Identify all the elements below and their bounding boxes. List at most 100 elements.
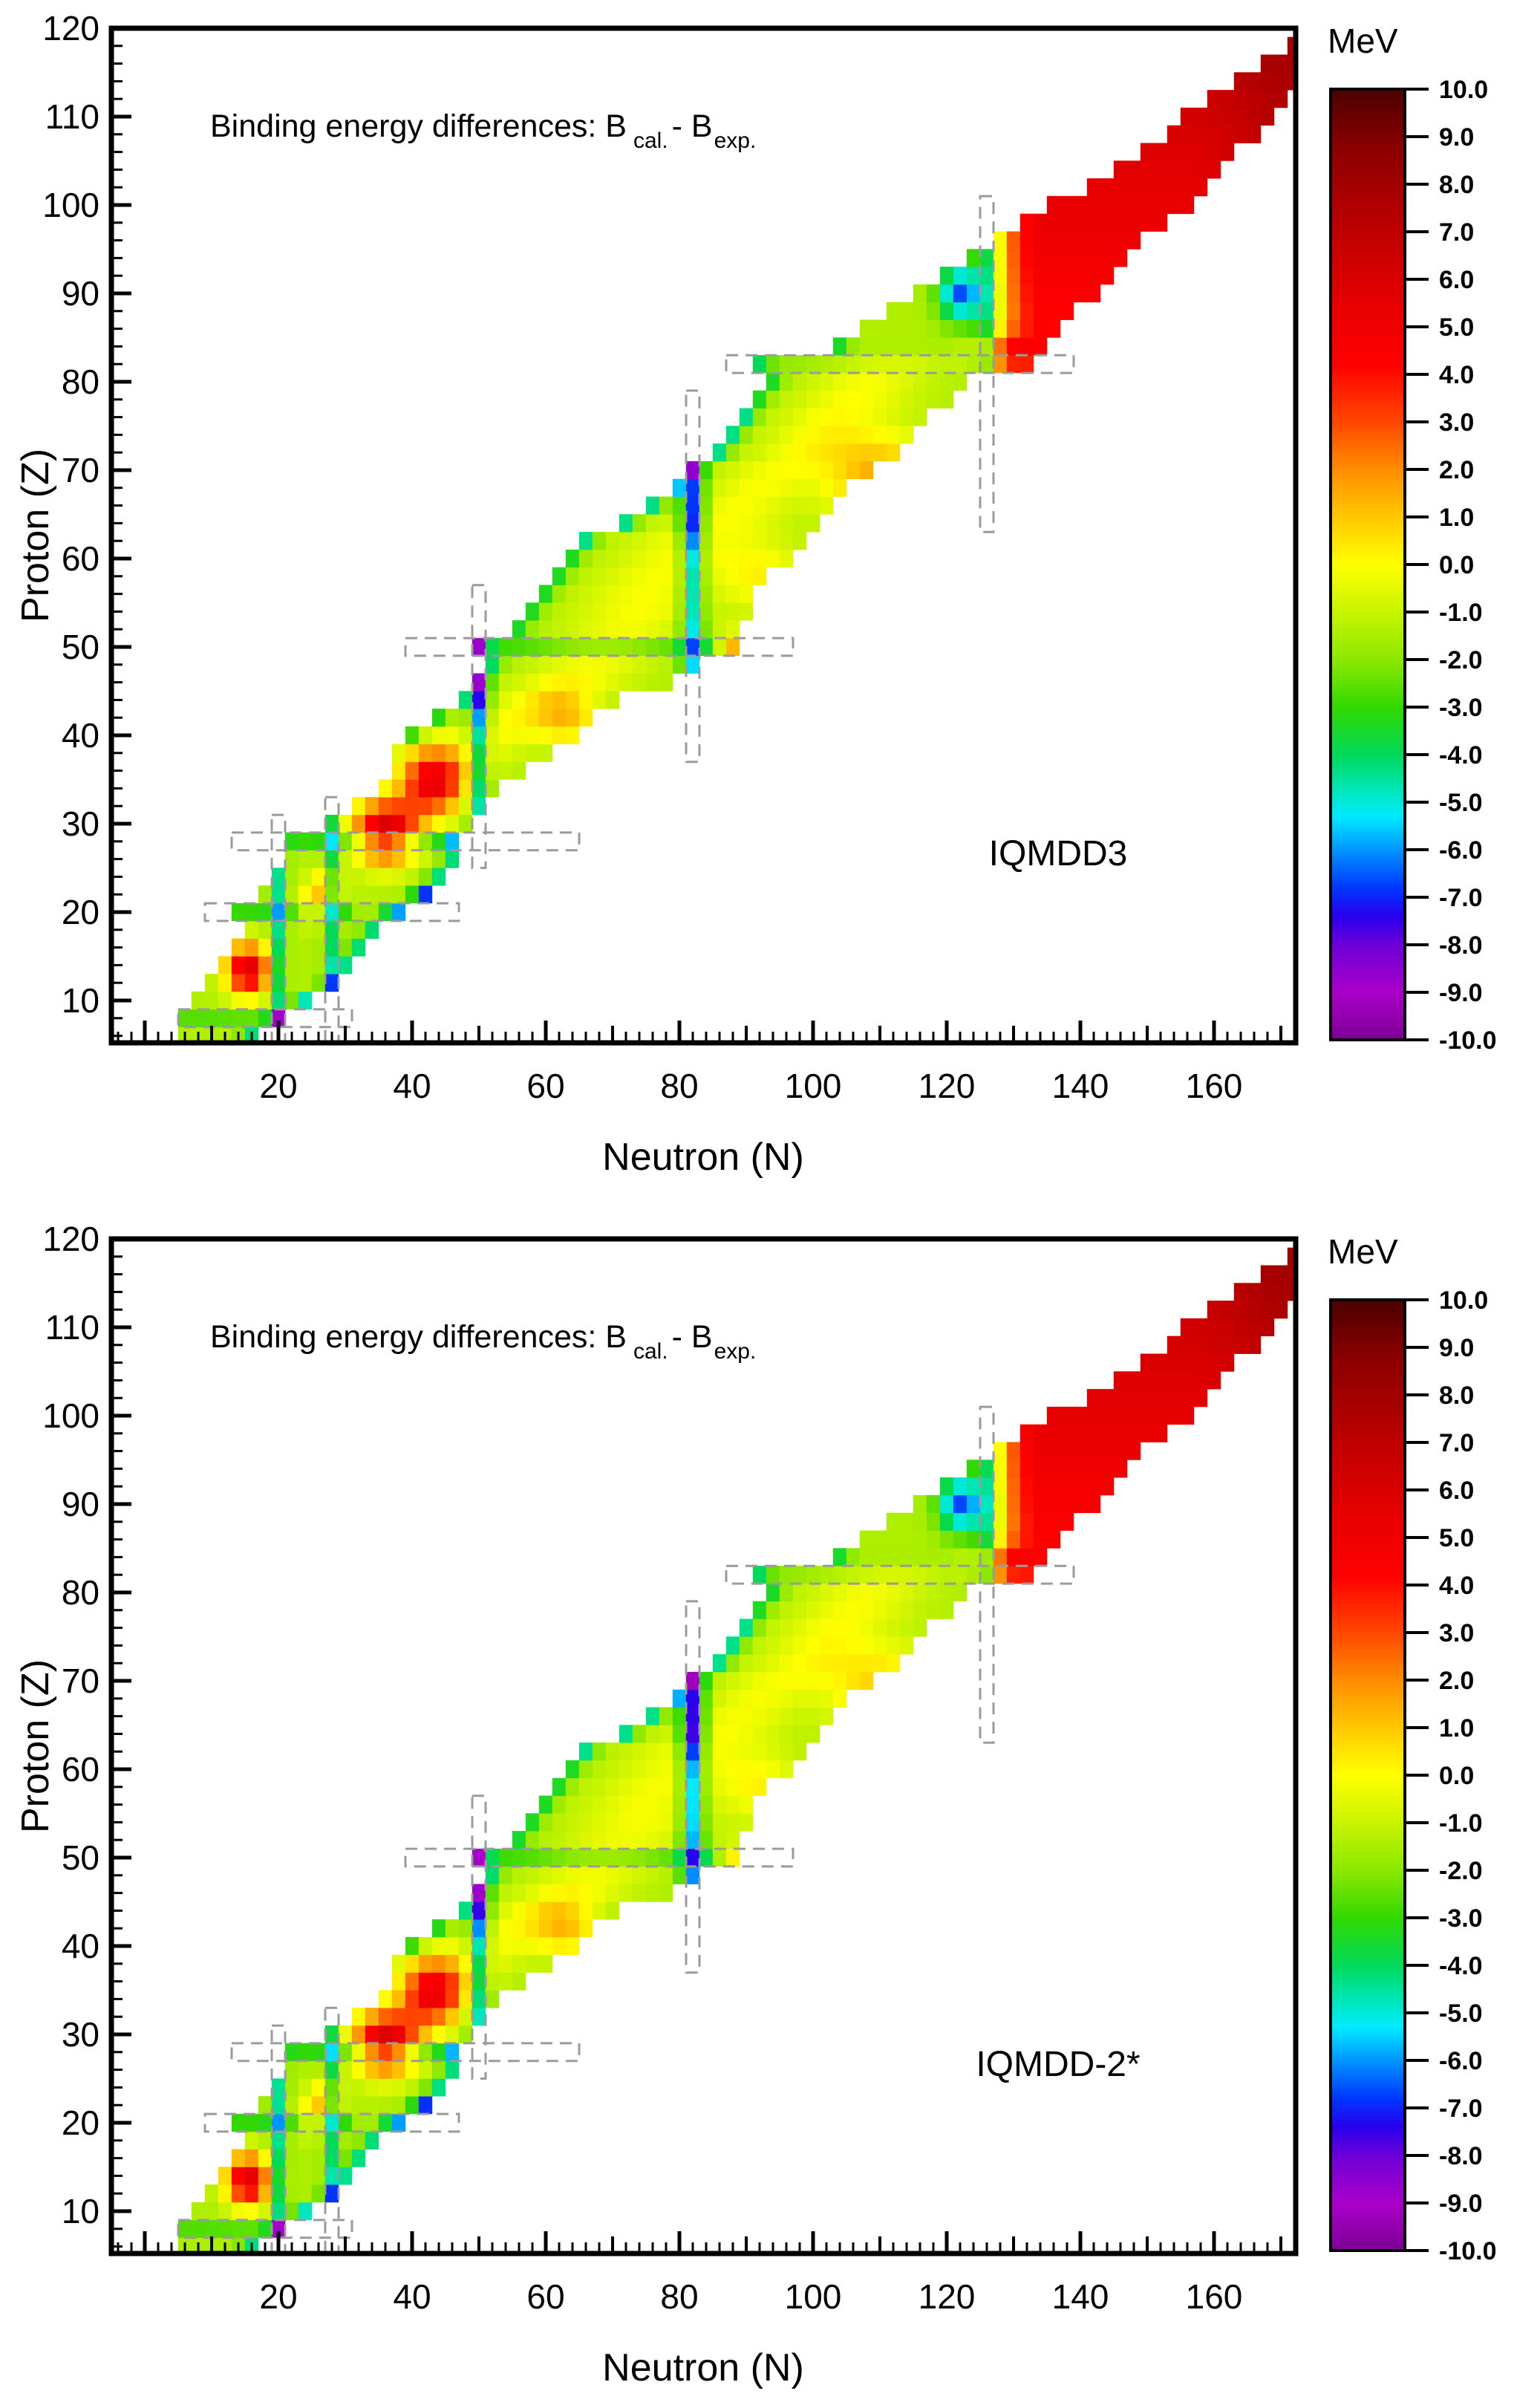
svg-text:-3.0: -3.0 [1439,1904,1483,1933]
svg-text:50: 50 [62,628,99,666]
figure-title-prefix: Binding energy differences: B [210,108,627,144]
svg-text:8.0: 8.0 [1439,171,1474,199]
magic-number-boxes [177,1405,1075,2254]
svg-text:-1.0: -1.0 [1439,1809,1483,1838]
panel-label-iqmdd3: IQMDD3 [988,834,1128,873]
figure-title-sub-cal: cal. [633,128,668,153]
svg-text:1.0: 1.0 [1439,1714,1474,1742]
svg-text:80: 80 [660,1067,698,1105]
svg-text:-8.0: -8.0 [1439,2142,1483,2170]
svg-text:8.0: 8.0 [1439,1382,1474,1410]
svg-text:40: 40 [393,1067,431,1105]
svg-text:160: 160 [1186,1067,1243,1105]
svg-text:90: 90 [62,274,99,313]
svg-text:-5.0: -5.0 [1439,789,1483,817]
svg-text:6.0: 6.0 [1439,1477,1474,1505]
svg-text:30: 30 [62,2015,99,2054]
axis-ticks [114,45,1282,1041]
svg-text:-6.0: -6.0 [1439,836,1483,865]
svg-text:80: 80 [660,2277,698,2316]
svg-text:120: 120 [919,1067,976,1105]
panel-0: 20 40 60 80 100 120 140 160 10 20 30 40 50 60 70 80 90 10… [42,9,1496,1105]
svg-text:110: 110 [45,1308,99,1347]
svg-text:-7.0: -7.0 [1439,884,1483,912]
svg-text:0.0: 0.0 [1439,1762,1474,1790]
svg-text:0.0: 0.0 [1439,551,1474,579]
svg-text:-2.0: -2.0 [1439,646,1483,674]
axis-tick-labels: 20 40 60 80 100 120 140 160 10 20 30 40 50 60 70 80 90 10… [42,9,1242,1105]
svg-text:-4.0: -4.0 [1439,741,1483,769]
svg-text:100: 100 [785,2277,842,2316]
svg-text:80: 80 [62,1573,99,1612]
svg-text:110: 110 [45,97,99,136]
x-axis-title-top: Neutron (N) [602,1136,804,1179]
svg-text:7.0: 7.0 [1439,218,1474,247]
svg-text:4.0: 4.0 [1439,361,1474,389]
svg-text:60: 60 [526,1067,564,1105]
svg-text:120: 120 [919,2277,976,2316]
svg-text:9.0: 9.0 [1439,1334,1474,1362]
colorbar-title-bottom: MeV [1328,1232,1398,1271]
svg-text:-10.0: -10.0 [1439,1026,1497,1055]
svg-text:120: 120 [42,1220,99,1258]
svg-text:2.0: 2.0 [1439,1667,1474,1695]
plot-frame [108,25,1299,1046]
svg-text:100: 100 [785,1067,842,1105]
svg-text:70: 70 [62,451,99,489]
magic-number-boxes [177,195,1075,1043]
svg-text:20: 20 [259,2277,297,2316]
svg-text:10: 10 [62,981,99,1020]
svg-text:60: 60 [526,2277,564,2316]
svg-text:120: 120 [42,9,99,48]
svg-text:10.0: 10.0 [1439,1286,1488,1315]
svg-text:140: 140 [1052,2277,1109,2316]
svg-text:40: 40 [62,716,99,755]
svg-text:-5.0: -5.0 [1439,1999,1483,2028]
svg-text:160: 160 [1186,2277,1243,2316]
svg-text:80: 80 [62,362,99,401]
svg-text:30: 30 [62,804,99,843]
figure-title-sub-exp-2: exp. [714,1339,757,1364]
svg-text:70: 70 [62,1662,99,1700]
svg-text:1.0: 1.0 [1439,504,1474,532]
svg-text:90: 90 [62,1485,99,1523]
x-axis-title-bottom: Neutron (N) [602,2346,804,2389]
svg-text:20: 20 [62,893,99,931]
cells-layer [177,1247,1295,2256]
svg-text:7.0: 7.0 [1439,1429,1474,1457]
colorbar: 10.0 9.0 8.0 7.0 6.0 5.0 4.0 3.0 2.0 1.0 0.0 -1.0 -2… [1329,76,1497,1055]
svg-text:20: 20 [259,1067,297,1105]
axis-ticks [114,1255,1282,2251]
colorbar-title-top: MeV [1328,22,1398,60]
svg-text:-9.0: -9.0 [1439,2190,1483,2218]
svg-text:4.0: 4.0 [1439,1572,1474,1600]
svg-text:60: 60 [62,1750,99,1789]
svg-text:20: 20 [62,2103,99,2142]
svg-text:100: 100 [42,1396,99,1435]
svg-text:2.0: 2.0 [1439,456,1474,484]
svg-text:40: 40 [62,1927,99,1965]
y-axis-title-bottom: Proton (Z) [14,1659,57,1834]
panel-1: 20 40 60 80 100 120 140 160 10 20 30 40 50 60 70 80 90 10… [42,1220,1496,2316]
svg-text:100: 100 [42,186,99,224]
svg-text:-8.0: -8.0 [1439,931,1483,960]
svg-text:3.0: 3.0 [1439,409,1474,437]
svg-text:5.0: 5.0 [1439,1524,1474,1552]
figure-title-sub-cal-2: cal. [633,1339,668,1364]
svg-text:-2.0: -2.0 [1439,1857,1483,1885]
svg-text:9.0: 9.0 [1439,123,1474,152]
cells-layer [177,36,1295,1045]
figure-title-sub-exp: exp. [714,128,757,153]
svg-text:-7.0: -7.0 [1439,2095,1483,2123]
svg-text:3.0: 3.0 [1439,1619,1474,1647]
figure-title-mid-2: - B [671,1319,713,1355]
svg-text:140: 140 [1052,1067,1109,1105]
plot-frame [108,1236,1299,2256]
axis-tick-labels: 20 40 60 80 100 120 140 160 10 20 30 40 50 60 70 80 90 10… [42,1220,1242,2316]
figure-title-mid: - B [671,108,713,144]
colorbar: 10.0 9.0 8.0 7.0 6.0 5.0 4.0 3.0 2.0 1.0 0.0 -1.0 -2… [1329,1286,1497,2265]
y-axis-title-top: Proton (Z) [14,448,57,623]
